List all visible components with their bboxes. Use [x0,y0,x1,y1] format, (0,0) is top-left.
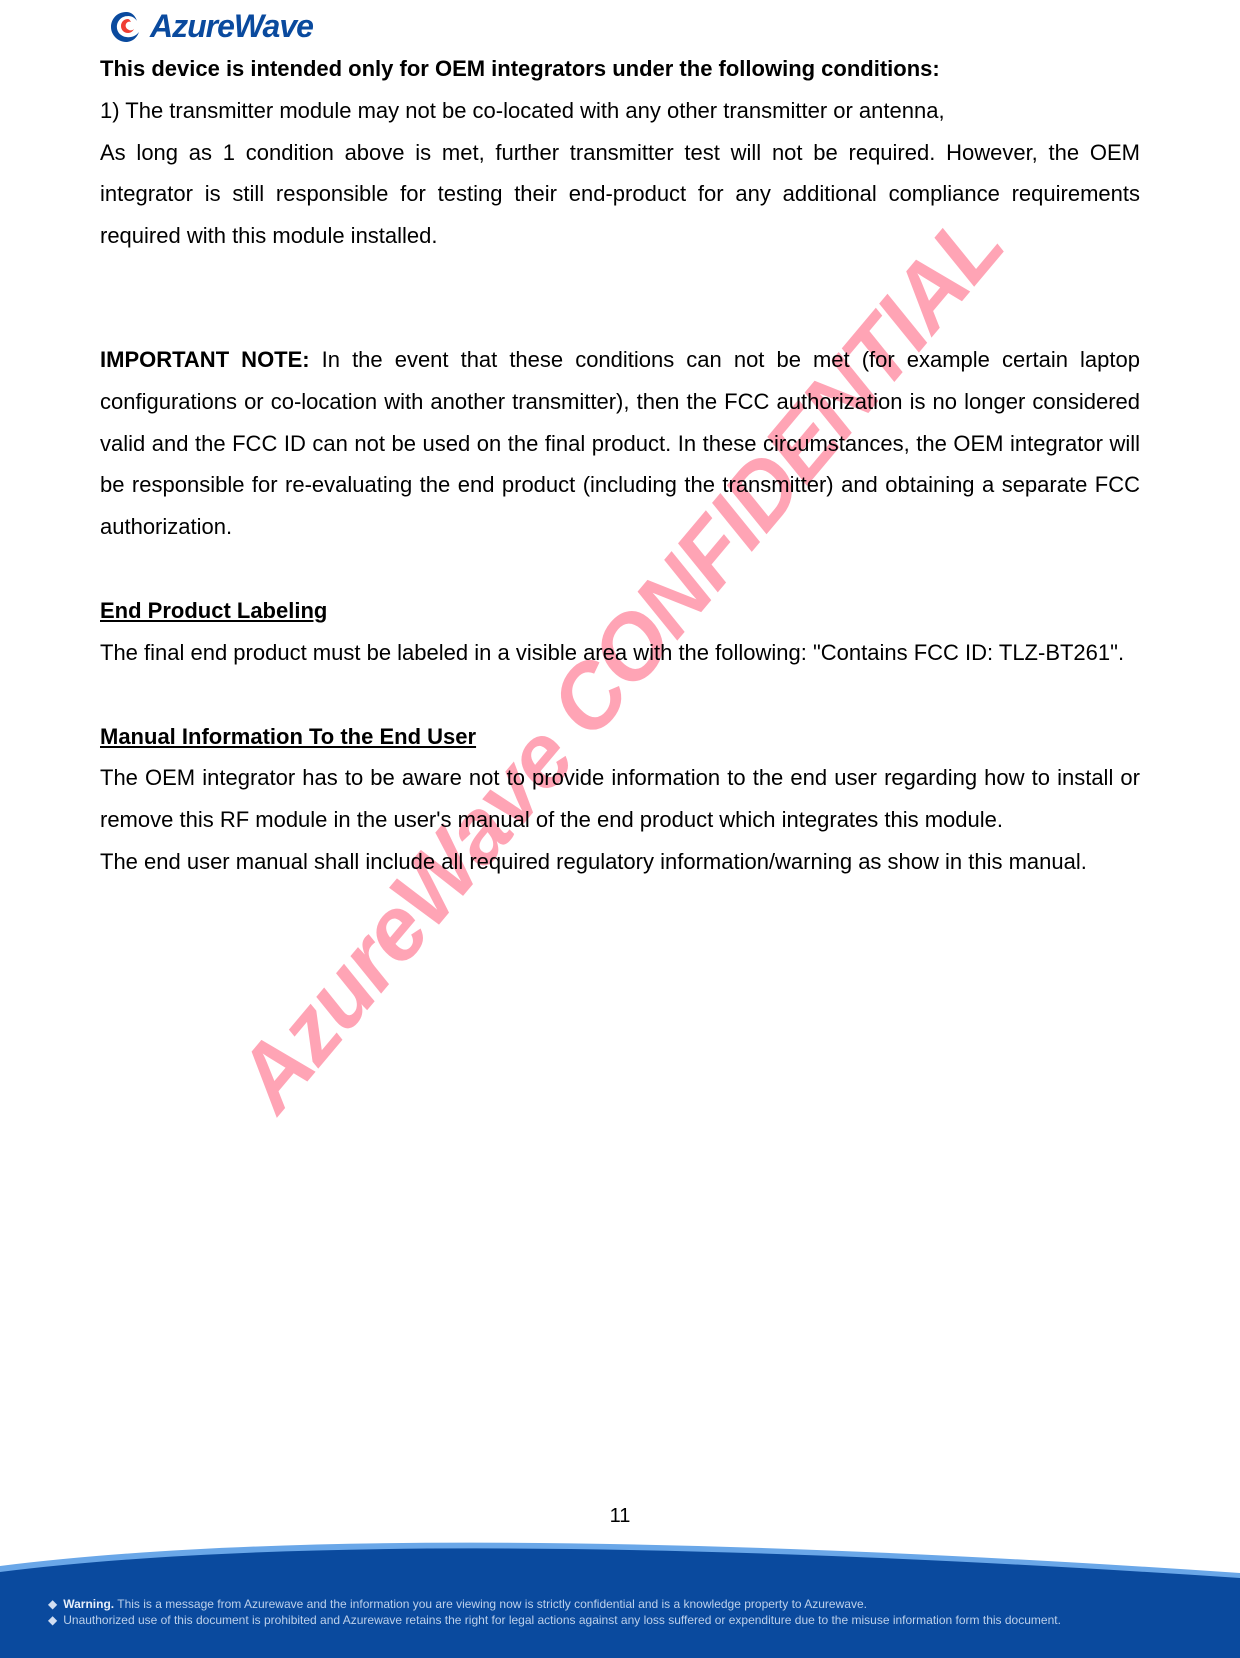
important-note: IMPORTANT NOTE: In the event that these … [100,339,1140,548]
bullet-icon: ◆ [48,1612,57,1628]
page-number: 11 [0,1505,1240,1528]
manual-body-1: The OEM integrator has to be aware not t… [100,757,1140,841]
intro-bold: This device is intended only for OEM int… [100,48,1140,90]
footer-line-1: ◆ Warning. This is a message from Azurew… [48,1596,1216,1612]
brand-name: AzureWave [150,8,313,45]
manual-heading: Manual Information To the End User [100,716,1140,758]
swoosh-icon [0,1528,1240,1588]
footer-line-1-text: This is a message from Azurewave and the… [114,1597,867,1611]
manual-body-2: The end user manual shall include all re… [100,841,1140,883]
footer-line-2-text: Unauthorized use of this document is pro… [63,1612,1061,1628]
spacer [100,674,1140,716]
condition-tail: As long as 1 condition above is met, fur… [100,132,1140,257]
brand-logo: AzureWave [108,8,313,45]
footer-warning-band: ◆ Warning. This is a message from Azurew… [0,1586,1240,1658]
spacer [100,548,1140,590]
bullet-icon: ◆ [48,1596,57,1612]
document-page: AzureWave CONFIDENTIAL AzureWave This de… [0,0,1240,1658]
footer-warning-label: Warning. [63,1597,114,1611]
page-content: This device is intended only for OEM int… [100,48,1140,883]
labeling-body: The final end product must be labeled in… [100,632,1140,674]
important-label: IMPORTANT NOTE: [100,347,310,372]
footer-line-2: ◆ Unauthorized use of this document is p… [48,1612,1216,1628]
spacer [100,257,1140,339]
condition-1: 1) The transmitter module may not be co-… [100,90,1140,132]
important-body: In the event that these conditions can n… [100,347,1140,539]
footer-swoosh [0,1528,1240,1588]
labeling-heading: End Product Labeling [100,590,1140,632]
logo-swirl-icon [108,9,144,45]
